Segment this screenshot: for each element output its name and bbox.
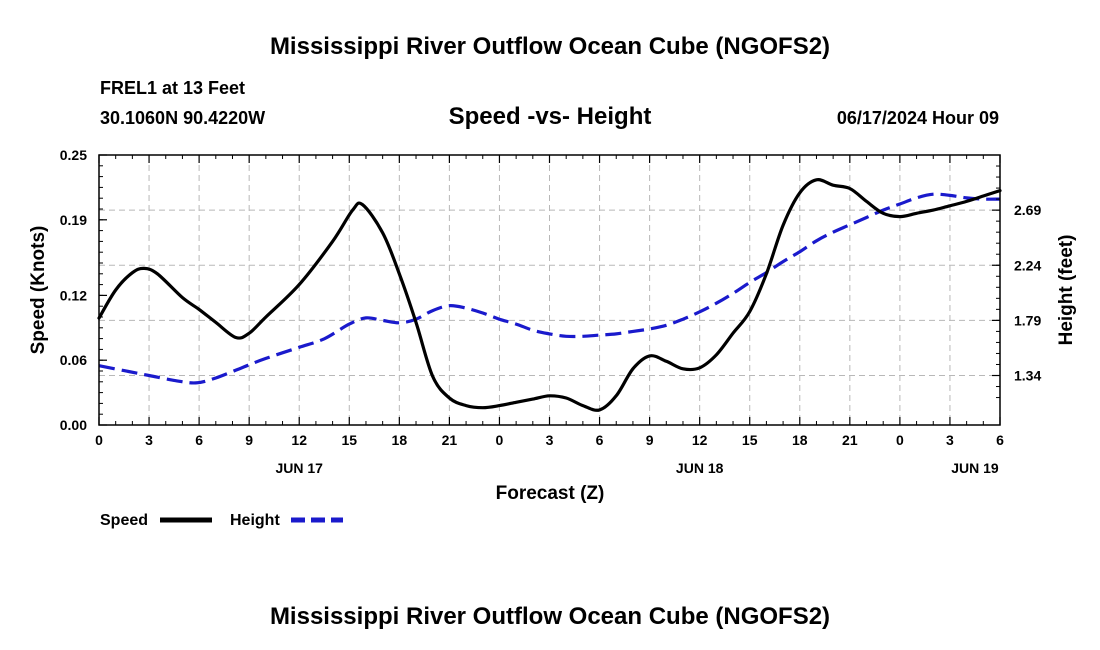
height-series-line xyxy=(98,192,1001,385)
x-tick-label: 12 xyxy=(692,432,708,448)
tick-labels: 0 3 6 9 12 15 18 21 0 3 6 9 12 15 18 21 0 3 6 JUN 17 JUN 18 J… xyxy=(60,147,1042,476)
y-left-tick-label: 0.25 xyxy=(60,147,87,163)
x-tick-label: 3 xyxy=(546,432,554,448)
x-tick-label: 6 xyxy=(996,432,1004,448)
y-right-tick-label: 1.34 xyxy=(1014,368,1041,384)
y-left-tick-label: 0.06 xyxy=(60,352,87,368)
x-axis-title: Forecast (Z) xyxy=(496,483,605,504)
x-day-label: JUN 18 xyxy=(676,460,724,476)
station-coordinates: 30.1060N 90.4220W xyxy=(100,108,265,128)
x-tick-label: 21 xyxy=(842,432,858,448)
chart-title: Speed -vs- Height xyxy=(449,103,652,130)
page-title-repeat: Mississippi River Outflow Ocean Cube (NG… xyxy=(270,603,830,630)
y-left-tick-label: 0.19 xyxy=(60,212,87,228)
legend-speed-label: Speed xyxy=(100,512,148,529)
page-title: Mississippi River Outflow Ocean Cube (NG… xyxy=(270,33,830,60)
y-right-tick-label: 1.79 xyxy=(1014,312,1041,328)
x-tick-label: 21 xyxy=(442,432,458,448)
x-tick-label: 15 xyxy=(341,432,357,448)
x-tick-label: 0 xyxy=(896,432,904,448)
x-tick-label: 18 xyxy=(792,432,808,448)
x-day-label: JUN 19 xyxy=(951,460,999,476)
x-tick-label: 9 xyxy=(245,432,253,448)
y-right-axis-title: Height (feet) xyxy=(1056,235,1077,346)
x-tick-label: 15 xyxy=(742,432,758,448)
y-left-tick-label: 0.00 xyxy=(60,417,87,433)
x-tick-label: 3 xyxy=(946,432,954,448)
legend: Speed Height xyxy=(100,512,343,529)
x-day-label: JUN 17 xyxy=(275,460,323,476)
x-tick-label: 6 xyxy=(195,432,203,448)
speed-series-line xyxy=(97,178,1002,412)
legend-height-label: Height xyxy=(230,512,280,529)
forecast-datetime: 06/17/2024 Hour 09 xyxy=(837,108,999,128)
axis-ticks xyxy=(98,154,1001,426)
x-tick-label: 18 xyxy=(392,432,408,448)
series-layer xyxy=(97,178,1002,412)
y-left-tick-label: 0.12 xyxy=(60,287,87,303)
x-tick-label: 9 xyxy=(646,432,654,448)
x-tick-label: 12 xyxy=(291,432,307,448)
y-right-tick-label: 2.69 xyxy=(1014,202,1041,218)
y-right-tick-label: 2.24 xyxy=(1014,257,1041,273)
x-tick-label: 0 xyxy=(95,432,103,448)
x-tick-label: 6 xyxy=(596,432,604,448)
y-left-axis-title: Speed (Knots) xyxy=(28,226,49,355)
x-tick-label: 0 xyxy=(496,432,504,448)
station-label: FREL1 at 13 Feet xyxy=(100,78,245,98)
x-tick-label: 3 xyxy=(145,432,153,448)
grid-lines xyxy=(99,155,1000,425)
